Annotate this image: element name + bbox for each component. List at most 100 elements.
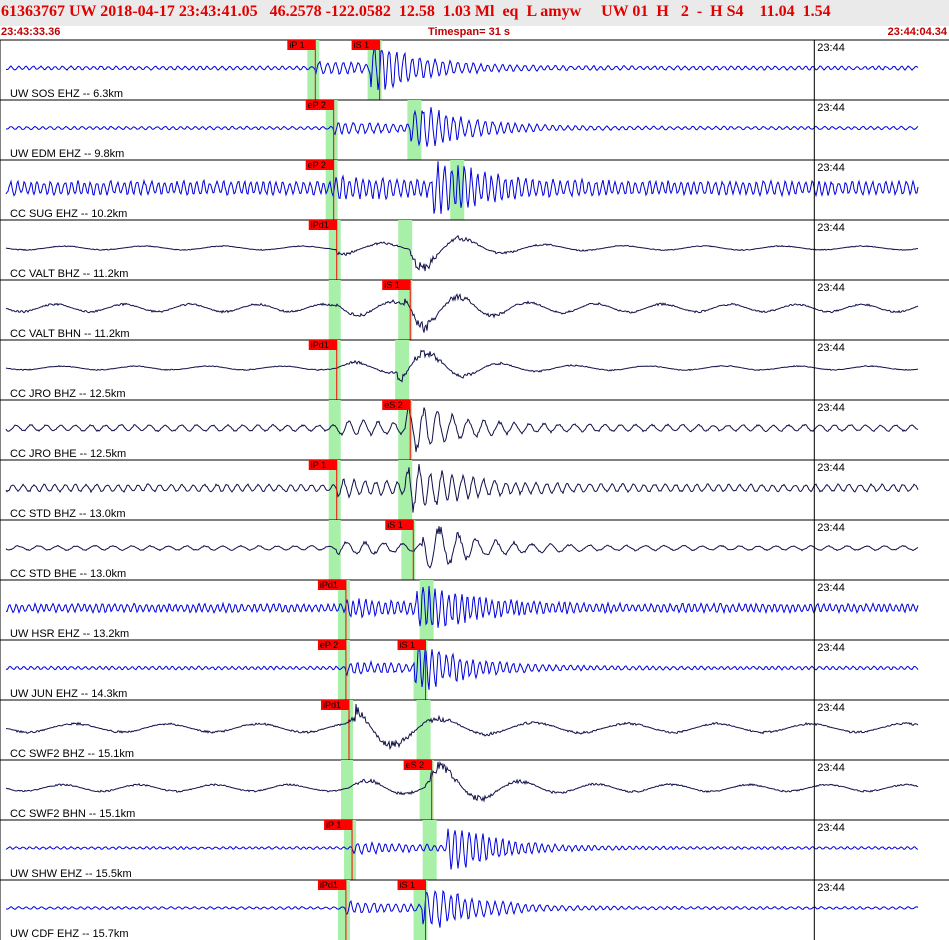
channel-label: CC STD BHZ -- 13.0km [10,508,126,520]
p-pick-label: iPd1 [320,880,338,890]
p-window [337,580,350,640]
waveform-trace [5,161,919,214]
channel-label: UW SOS EHZ -- 6.3km [10,88,123,100]
p-pick-label: iPd1 [323,700,341,710]
event-title: 61363767 UW 2018-04-17 23:43:41.05 46.25… [1,3,831,20]
s-window [398,460,413,520]
channel-panel: iS 1 23:44 CC STD BHE -- 13.0km [0,519,949,580]
p-pick-flag [317,640,346,650]
end-time-label: 23:44:04.34 [887,26,947,38]
s-pick-flag [351,40,380,50]
channel-label: CC SWF2 BHN -- 15.1km [10,808,135,820]
channel-panel: eS 2 23:44 CC SWF2 BHN -- 15.1km [0,759,949,820]
p-window [307,40,320,100]
p-pick-flag [287,40,316,50]
p-pick-flag [305,100,334,110]
channel-label: CC VALT BHZ -- 11.2km [10,268,128,280]
waveform-trace [5,526,919,569]
channel-panel: iPd1 23:44 UW HSR EHZ -- 13.2km [0,579,949,640]
minute-label: 23:44 [817,882,845,894]
s-window [416,700,431,760]
p-pick-flag [308,460,337,470]
minute-label: 23:44 [817,222,845,234]
minute-label: 23:44 [817,462,845,474]
waveform-trace [5,463,919,513]
minute-label: 23:44 [817,102,845,114]
s-pick-label: eS 2 [384,400,403,410]
waveform-trace [5,828,919,870]
channel-label: UW JUN EHZ -- 14.3km [10,688,127,700]
channel-panel: eP 2 23:44 UW EDM EHZ -- 9.8km [0,99,949,160]
waveform-trace [5,703,919,750]
event-title-bar: 61363767 UW 2018-04-17 23:43:41.05 46.25… [0,0,949,26]
minute-label: 23:44 [817,42,845,54]
s-pick-flag [397,880,426,890]
waveform-trace [5,234,919,272]
waveform-trace [6,107,919,147]
minute-label: 23:44 [817,402,845,414]
p-pick-flag [324,820,353,830]
p-window [328,520,341,580]
s-window [398,280,413,340]
channel-panel: eS 2 23:44 CC JRO BHE -- 12.5km [0,399,949,460]
p-pick-label: eP 2 [308,160,326,170]
waveform-trace [5,406,919,453]
minute-label: 23:44 [817,342,845,354]
s-pick-flag [397,640,426,650]
p-pick-flag [308,340,337,350]
channel-panel: eP 2 23:44 CC SUG EHZ -- 10.2km [0,159,949,220]
timespan-label: Timespan= 31 s [428,26,511,38]
channel-label: CC VALT BHN -- 11.2km [10,328,130,340]
p-window [328,460,341,520]
minute-label: 23:44 [817,762,845,774]
minute-label: 23:44 [817,162,845,174]
waveform-trace [5,349,919,383]
channel-label: UW HSR EHZ -- 13.2km [10,628,129,640]
channel-label: CC JRO BHE -- 12.5km [10,448,126,460]
channel-label: CC JRO BHZ -- 12.5km [10,388,126,400]
waveform-trace [5,645,919,690]
p-pick-label: iPd1 [311,340,329,350]
p-window [328,340,341,400]
channel-panel: iP 1 iS 1 23:44 UW SOS EHZ -- 6.3km [0,39,949,100]
s-window [398,400,413,460]
s-window [419,760,434,820]
waveform-trace [5,889,919,928]
channel-panel: iP 1 23:44 CC STD BHZ -- 13.0km [0,459,949,520]
s-pick-label: iS 1 [400,640,416,650]
s-pick-label: iS 1 [400,880,416,890]
channel-label: UW CDF EHZ -- 15.7km [10,928,129,940]
p-pick-flag [317,880,346,890]
minute-label: 23:44 [817,642,845,654]
p-pick-flag [317,580,346,590]
s-pick-flag [382,280,411,290]
p-pick-flag [308,220,337,230]
s-window [398,220,413,280]
minute-label: 23:44 [817,582,845,594]
p-pick-flag [305,160,334,170]
p-window [325,100,338,160]
s-window [413,880,428,940]
channel-label: UW SHW EHZ -- 15.5km [10,868,132,880]
waveform-trace [5,293,919,333]
p-window [328,280,341,340]
s-pick-flag [385,520,414,530]
waveform-trace [5,760,919,803]
channel-panel: iS 1 23:44 CC VALT BHN -- 11.2km [0,279,949,340]
p-window [340,700,353,760]
s-pick-label: eS 2 [406,760,425,770]
minute-label: 23:44 [817,522,845,534]
channel-label: CC STD BHE -- 13.0km [10,568,126,580]
channel-panel: iPd1 23:44 CC SWF2 BHZ -- 15.1km [0,699,949,760]
channel-panel: iP 1 23:44 UW SHW EHZ -- 15.5km [0,819,949,880]
channel-panel: iPd1 23:44 CC JRO BHZ -- 12.5km [0,339,949,400]
start-time-label: 23:43:33.36 [1,26,61,38]
p-window [337,880,350,940]
channel-label: CC SUG EHZ -- 10.2km [10,208,127,220]
channel-label: UW EDM EHZ -- 9.8km [10,148,124,160]
minute-label: 23:44 [817,282,845,294]
p-window [328,400,341,460]
s-pick-label: iS 1 [354,40,370,50]
